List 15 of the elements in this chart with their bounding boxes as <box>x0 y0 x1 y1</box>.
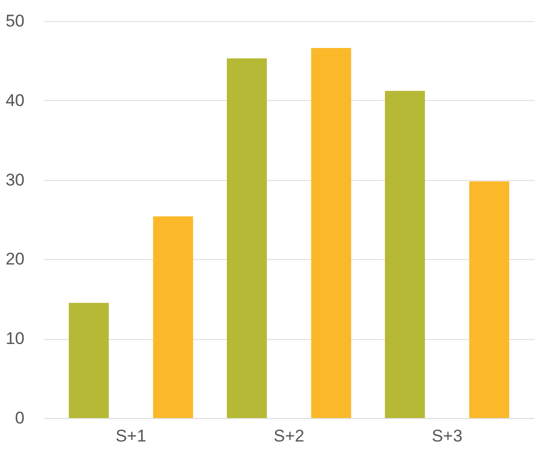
bar <box>384 90 425 418</box>
y-tick-label: 40 <box>6 90 24 110</box>
bar <box>469 181 510 418</box>
bar <box>68 302 109 418</box>
bar <box>153 216 194 418</box>
y-tick-label: 50 <box>6 12 24 30</box>
y-tick-label: 0 <box>15 408 24 428</box>
bar <box>311 48 352 418</box>
x-tick-label: S+2 <box>274 426 304 446</box>
x-tick-label: S+1 <box>116 426 146 446</box>
y-tick-label: 20 <box>6 250 24 269</box>
y-tick-label: 30 <box>6 170 24 190</box>
bar <box>226 58 267 418</box>
y-tick-label: 10 <box>6 329 24 348</box>
x-tick-label: S+3 <box>432 426 462 446</box>
